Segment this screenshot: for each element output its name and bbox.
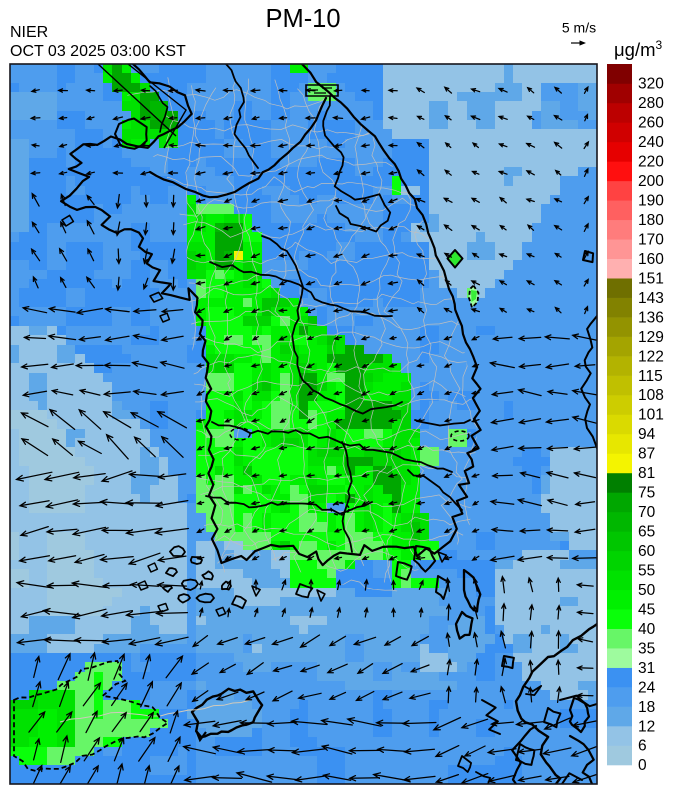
svg-text:55: 55 <box>638 563 655 580</box>
svg-text:87: 87 <box>638 446 655 463</box>
svg-text:μg/m3: μg/m3 <box>614 38 663 60</box>
svg-text:70: 70 <box>638 504 656 521</box>
svg-text:320: 320 <box>638 76 664 93</box>
svg-text:160: 160 <box>638 251 664 268</box>
svg-text:190: 190 <box>638 193 664 210</box>
svg-text:122: 122 <box>638 348 664 365</box>
svg-text:40: 40 <box>638 621 656 638</box>
svg-text:101: 101 <box>638 407 664 424</box>
svg-text:5 m/s: 5 m/s <box>562 20 596 36</box>
svg-text:OCT 03 2025 03:00 KST: OCT 03 2025 03:00 KST <box>10 43 186 60</box>
svg-text:12: 12 <box>638 718 655 735</box>
svg-text:220: 220 <box>638 154 664 171</box>
svg-text:PM-10: PM-10 <box>265 5 340 33</box>
svg-text:143: 143 <box>638 290 664 307</box>
svg-text:136: 136 <box>638 309 664 326</box>
svg-text:24: 24 <box>638 679 656 696</box>
svg-text:280: 280 <box>638 95 664 112</box>
svg-text:180: 180 <box>638 212 664 229</box>
svg-text:6: 6 <box>638 738 647 755</box>
svg-text:260: 260 <box>638 115 664 132</box>
svg-text:200: 200 <box>638 173 664 190</box>
svg-text:115: 115 <box>638 368 663 385</box>
svg-text:NIER: NIER <box>10 24 48 41</box>
svg-text:50: 50 <box>638 582 656 599</box>
svg-text:94: 94 <box>638 426 656 443</box>
svg-text:151: 151 <box>638 270 664 287</box>
svg-text:81: 81 <box>638 465 655 482</box>
svg-text:60: 60 <box>638 543 656 560</box>
svg-text:240: 240 <box>638 134 664 151</box>
svg-text:129: 129 <box>638 329 664 346</box>
svg-text:45: 45 <box>638 601 655 618</box>
svg-text:31: 31 <box>638 660 655 677</box>
svg-text:75: 75 <box>638 485 655 502</box>
svg-text:35: 35 <box>638 640 655 657</box>
svg-text:170: 170 <box>638 231 664 248</box>
svg-text:0: 0 <box>638 757 647 774</box>
svg-text:108: 108 <box>638 387 664 404</box>
svg-text:65: 65 <box>638 524 655 541</box>
svg-text:18: 18 <box>638 699 655 716</box>
